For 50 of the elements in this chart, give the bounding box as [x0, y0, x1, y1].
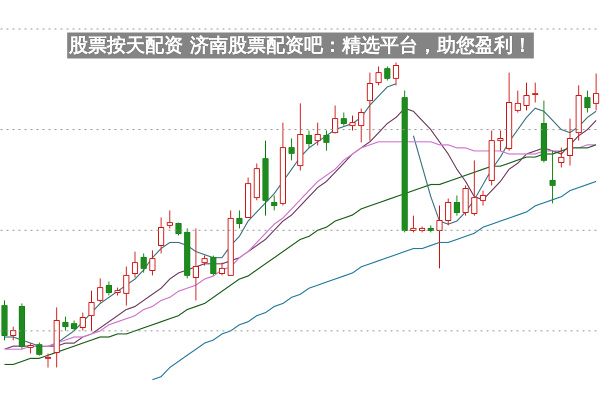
candlestick [218, 262, 226, 276]
candlestick [314, 122, 321, 146]
candlestick [358, 108, 364, 143]
candlestick [323, 130, 330, 152]
candlestick [271, 194, 278, 211]
candlestick [106, 280, 112, 296]
candlestick [210, 255, 216, 276]
candlestick [332, 105, 338, 134]
candlestick [514, 90, 521, 114]
candlestick [523, 82, 530, 111]
candlestick [44, 352, 52, 368]
candlestick [97, 278, 104, 304]
candlestick [166, 210, 173, 229]
candlestick [480, 190, 486, 206]
candlestick [375, 66, 382, 86]
candlestick [201, 255, 208, 266]
candlestick [140, 252, 147, 274]
candlestick [349, 115, 356, 132]
candlestick [62, 316, 69, 332]
candlestick [340, 112, 347, 126]
candlestick [436, 205, 443, 269]
candlestick [123, 266, 130, 306]
candlestick [192, 228, 200, 301]
candlestick [497, 130, 504, 152]
candlestick [566, 118, 574, 166]
candlestick [454, 194, 460, 216]
candlestick [584, 90, 591, 114]
candlestick [392, 62, 400, 86]
candlestick [532, 82, 538, 103]
candlestick [149, 250, 156, 276]
candlestick [306, 130, 312, 150]
candlestick [27, 342, 34, 354]
candlestick [70, 320, 78, 332]
candlestick [36, 342, 42, 356]
candlestick [236, 210, 243, 229]
candlestick [558, 147, 564, 168]
candlestick [384, 66, 390, 81]
candlestick [445, 198, 452, 226]
candlestick [549, 150, 556, 204]
candlestick [471, 160, 478, 216]
candlestick [592, 72, 600, 111]
candlestick [288, 138, 295, 161]
candlestick [10, 326, 16, 341]
candlestick [366, 72, 374, 142]
candlestick [158, 216, 164, 254]
chart-title: 股票按天配资 济南股票配资吧：精选平台，助您盈利！ [68, 34, 532, 56]
candlestick [132, 251, 138, 278]
candlestick [88, 290, 95, 332]
candlestick [80, 312, 86, 332]
candlestick [175, 222, 182, 236]
